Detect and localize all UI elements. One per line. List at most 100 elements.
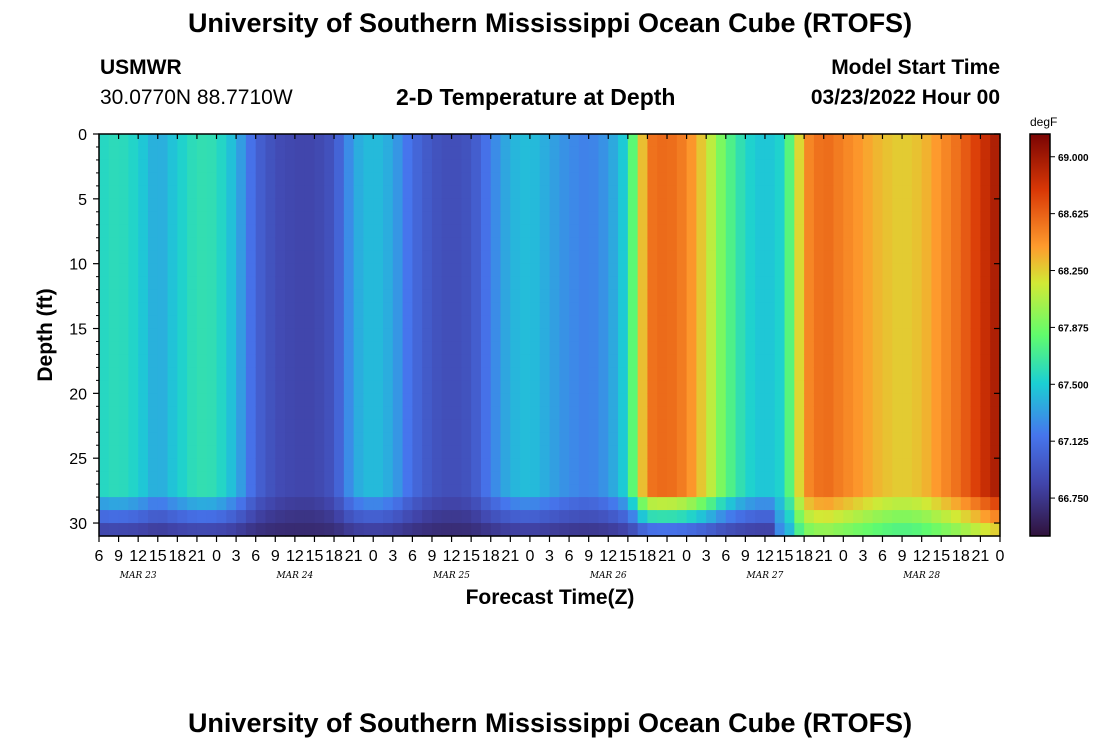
heatmap-cell xyxy=(696,263,707,278)
heatmap-cell xyxy=(177,510,188,524)
heatmap-cell xyxy=(265,250,276,265)
x-tick-label: 9 xyxy=(114,548,123,565)
heatmap-cell xyxy=(206,159,218,174)
heatmap-cell xyxy=(187,276,198,291)
heatmap-cell xyxy=(960,250,972,265)
heatmap-cell xyxy=(226,159,237,174)
heatmap-cell xyxy=(490,172,502,187)
heatmap-cell xyxy=(637,328,649,343)
heatmap-cell xyxy=(657,445,668,459)
heatmap-cell xyxy=(128,224,139,239)
heatmap-cell xyxy=(549,510,560,524)
heatmap-cell xyxy=(980,198,991,213)
heatmap-cell xyxy=(461,289,472,304)
heatmap-cell xyxy=(392,471,404,485)
heatmap-cell xyxy=(990,328,1001,343)
heatmap-cell xyxy=(853,523,864,537)
heatmap-cell xyxy=(872,458,884,472)
heatmap-cell xyxy=(265,354,276,369)
heatmap-cell xyxy=(471,289,482,304)
heatmap-cell xyxy=(500,406,511,420)
heatmap-cell xyxy=(990,289,1001,304)
heatmap-cell xyxy=(451,354,462,369)
heatmap-cell xyxy=(755,159,766,174)
heatmap-cell xyxy=(843,134,854,148)
heatmap-cell xyxy=(657,263,668,278)
heatmap-cell xyxy=(147,224,159,239)
heatmap-cell xyxy=(187,134,198,148)
heatmap-cell xyxy=(363,471,374,485)
heatmap-cell xyxy=(931,134,942,148)
heatmap-cell xyxy=(696,458,707,472)
heatmap-cell xyxy=(490,263,502,278)
heatmap-cell xyxy=(383,419,394,433)
heatmap-cell xyxy=(373,471,384,485)
heatmap-cell xyxy=(667,276,678,291)
heatmap-cell xyxy=(324,367,335,381)
heatmap-cell xyxy=(823,289,835,304)
heatmap-cell xyxy=(480,393,492,407)
heatmap-cell xyxy=(334,211,345,226)
heatmap-cell xyxy=(275,471,286,485)
heatmap-cell xyxy=(177,341,188,356)
heatmap-cell xyxy=(500,224,511,239)
heatmap-cell xyxy=(706,185,717,200)
heatmap-cell xyxy=(226,497,237,511)
heatmap-cell xyxy=(784,367,795,381)
heatmap-cell xyxy=(128,484,139,498)
heatmap-cell xyxy=(324,380,335,394)
heatmap-cell xyxy=(431,484,443,498)
heatmap-cell xyxy=(882,341,893,356)
heatmap-cell xyxy=(255,198,267,213)
heatmap-cell xyxy=(412,458,423,472)
heatmap-cell xyxy=(921,237,933,252)
heatmap-cell xyxy=(529,276,541,291)
heatmap-cell xyxy=(431,328,443,343)
heatmap-cell xyxy=(422,523,433,537)
heatmap-cell xyxy=(245,315,257,330)
heatmap-cell xyxy=(755,484,766,498)
heatmap-cell xyxy=(813,315,825,330)
heatmap-cell xyxy=(892,432,903,446)
heatmap-cell xyxy=(157,315,169,330)
heatmap-cell xyxy=(167,250,178,265)
heatmap-cell xyxy=(862,419,874,433)
heatmap-cell xyxy=(373,289,384,304)
heatmap-cell xyxy=(598,458,609,472)
heatmap-cell xyxy=(383,211,394,226)
heatmap-cell xyxy=(461,445,472,459)
footer-title: University of Southern Mississippi Ocean… xyxy=(187,708,913,738)
heatmap-cell xyxy=(892,172,903,187)
heatmap-cell xyxy=(833,172,844,187)
heatmap-cell xyxy=(451,289,462,304)
heatmap-cell xyxy=(383,185,394,200)
heatmap-cell xyxy=(490,484,502,498)
heatmap-cell xyxy=(500,134,511,148)
heatmap-cell xyxy=(862,471,874,485)
heatmap-cell xyxy=(696,224,707,239)
heatmap-cell xyxy=(569,237,580,252)
heatmap-cell xyxy=(294,328,306,343)
heatmap-cell xyxy=(167,328,178,343)
heatmap-cell xyxy=(804,458,815,472)
heatmap-cell xyxy=(245,185,257,200)
heatmap-cell xyxy=(216,211,227,226)
heatmap-cell xyxy=(431,185,443,200)
heatmap-cell xyxy=(226,185,237,200)
heatmap-cell xyxy=(294,237,306,252)
x-tick-label: 15 xyxy=(306,548,324,565)
heatmap-cell xyxy=(167,237,178,252)
heatmap-cell xyxy=(618,432,629,446)
heatmap-cell xyxy=(441,341,453,356)
heatmap-cell xyxy=(255,328,267,343)
heatmap-cell xyxy=(157,146,169,161)
heatmap-cell xyxy=(314,367,325,381)
heatmap-cell xyxy=(265,406,276,420)
heatmap-cell xyxy=(647,302,658,317)
heatmap-cell xyxy=(500,484,511,498)
heatmap-cell xyxy=(794,211,805,226)
heatmap-cell xyxy=(980,224,991,239)
heatmap-cell xyxy=(216,510,227,524)
heatmap-cell xyxy=(461,185,472,200)
